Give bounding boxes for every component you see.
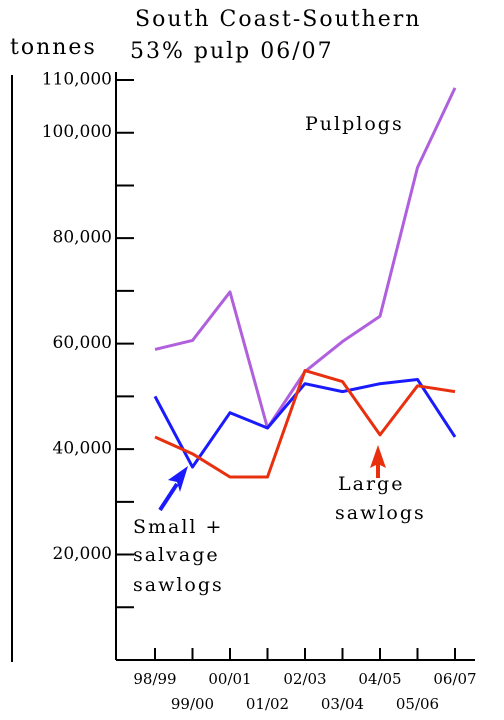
x-tick-label: 04/05 <box>358 670 401 688</box>
annotation: Small + <box>133 516 223 538</box>
x-tick-label: 99/00 <box>171 695 214 713</box>
y-tick-label: 110,000 <box>42 70 112 90</box>
y-tick-label: 40,000 <box>53 439 112 459</box>
line-series <box>154 369 456 479</box>
annotation: sawlogs <box>133 574 224 596</box>
arrow <box>158 482 179 512</box>
annotation: sawlogs <box>335 502 426 524</box>
x-tick-label: 02/03 <box>283 670 326 688</box>
y-tick-label: 20,000 <box>53 544 112 564</box>
annotation: Large <box>338 473 404 495</box>
x-tick-label: 00/01 <box>208 670 251 688</box>
y-tick-label: 100,000 <box>42 122 112 142</box>
x-tick-label: 03/04 <box>321 695 364 713</box>
line-series <box>153 377 457 469</box>
chart-subtitle: 53% pulp 06/07 <box>130 39 334 64</box>
x-tick-label: 98/99 <box>133 670 176 688</box>
arrow <box>370 445 386 468</box>
y-axis-label: tonnes <box>10 35 97 60</box>
annotation: salvage <box>133 544 220 566</box>
y-tick-label: 80,000 <box>53 228 112 248</box>
x-tick-label: 05/06 <box>396 695 439 713</box>
chart-title: South Coast-Southern <box>135 7 421 32</box>
x-tick-label: 06/07 <box>433 670 476 688</box>
y-tick-label: 60,000 <box>53 333 112 353</box>
annotation: Pulplogs <box>305 113 404 135</box>
arrow <box>168 466 188 492</box>
line-series <box>154 87 457 430</box>
x-tick-label: 01/02 <box>246 695 289 713</box>
